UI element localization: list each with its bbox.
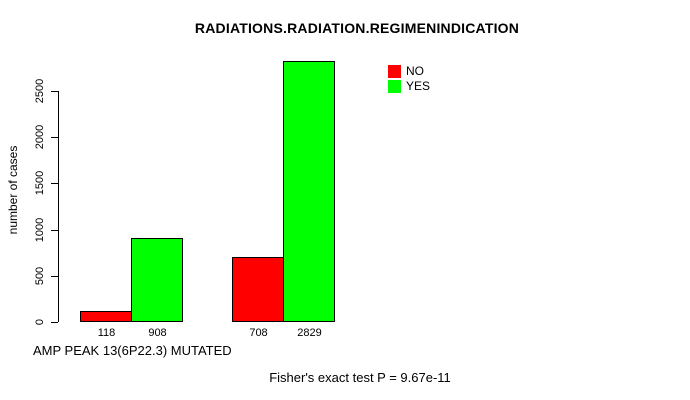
legend-label-no: NO: [406, 63, 424, 78]
bar-yes-group2: [283, 60, 335, 322]
y-axis-line: [58, 91, 59, 322]
y-axis-tick: [51, 183, 58, 184]
legend-entry-yes: YES: [388, 79, 430, 93]
y-axis-tick: [51, 322, 58, 323]
legend-entry-no: NO: [388, 64, 430, 78]
y-axis-tick-label: 2500: [34, 78, 46, 104]
bar-no-group1: [80, 311, 132, 322]
chart-title: RADIATIONS.RADIATION.REGIMENINDICATION: [194, 20, 520, 36]
y-axis-tick: [51, 230, 58, 231]
bar-value-label: 708: [249, 327, 268, 339]
y-axis-tick-label: 2000: [34, 124, 46, 150]
bar-no-group2: [232, 256, 284, 322]
stat-annotation: Fisher's exact test P = 9.67e-11: [269, 370, 451, 385]
bar-yes-group1: [131, 238, 183, 322]
legend-swatch-no-icon: [388, 64, 401, 78]
legend: NO YES: [388, 64, 430, 93]
y-axis-tick-label: 1000: [34, 217, 46, 242]
y-axis-tick-label: 0: [34, 318, 46, 326]
y-axis-tick: [51, 91, 58, 92]
y-axis-tick: [51, 137, 58, 138]
x-axis-caption: AMP PEAK 13(6P22.3) MUTATED: [33, 343, 232, 358]
y-axis-tick-label: 1500: [34, 171, 46, 196]
y-axis-tick: [51, 276, 58, 277]
bar-value-label: 118: [97, 327, 116, 339]
y-axis-tick-label: 500: [34, 266, 46, 285]
legend-swatch-yes-icon: [388, 79, 401, 93]
legend-label-yes: YES: [406, 78, 431, 93]
bar-value-label: 2829: [297, 327, 322, 339]
bar-value-label: 908: [148, 327, 167, 339]
